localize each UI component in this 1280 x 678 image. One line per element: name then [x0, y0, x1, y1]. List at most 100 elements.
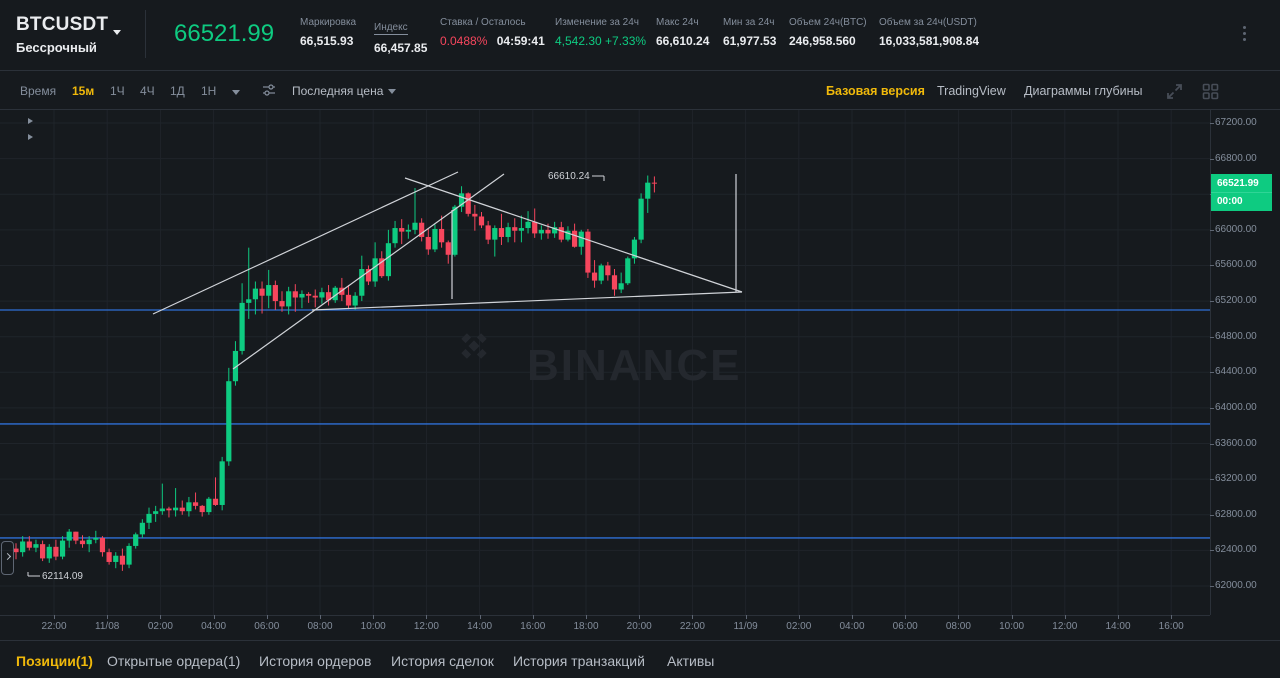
- tab-positions[interactable]: Позиции(1): [16, 653, 93, 669]
- price-type-dropdown[interactable]: Последняя цена: [292, 84, 397, 98]
- candle: [266, 269, 272, 309]
- candle: [472, 204, 478, 231]
- candle: [412, 187, 418, 235]
- candle: [518, 215, 524, 243]
- time-tick-label: 04:00: [201, 621, 227, 632]
- price-tick-label: 62800.00: [1215, 508, 1257, 520]
- time-tick: [107, 615, 109, 619]
- time-tick-label: 06:00: [892, 621, 918, 632]
- symbol-selector[interactable]: BTCUSDT Бессрочный: [16, 14, 108, 55]
- price-tick-label: 65600.00: [1215, 259, 1257, 271]
- candle: [206, 496, 212, 515]
- price-tick-label: 63600.00: [1215, 437, 1257, 449]
- stat-value: 4,542.30 +7.33%: [555, 34, 647, 48]
- stat-label: Ставка / Осталось: [440, 17, 526, 28]
- candle: [179, 500, 185, 515]
- candle: [252, 281, 258, 315]
- candle: [405, 224, 411, 239]
- time-label[interactable]: Время: [20, 84, 57, 98]
- candles: [13, 175, 657, 571]
- time-axis-border: [0, 615, 1210, 616]
- interval-1w[interactable]: 1Н: [201, 84, 217, 98]
- interval-1d[interactable]: 1Д: [170, 84, 185, 98]
- current-price: 66521.99: [1217, 178, 1259, 189]
- stat-value: 66,457.85: [374, 41, 428, 55]
- price-tick: [1210, 301, 1214, 303]
- symbol-dropdown-caret-icon[interactable]: [113, 30, 121, 35]
- triangle-lower-line: [311, 291, 743, 311]
- channel-upper-line: [152, 171, 459, 315]
- price-tick: [1210, 514, 1214, 516]
- stat-label[interactable]: Индекс: [374, 22, 408, 35]
- layout-button[interactable]: [1202, 83, 1219, 103]
- view-tradingview[interactable]: TradingView: [937, 84, 1006, 98]
- stat-value: 16,033,581,908.84: [879, 34, 980, 48]
- view-basic[interactable]: Базовая версия: [826, 84, 925, 98]
- candle: [173, 488, 179, 517]
- indicator-settings-button[interactable]: [262, 83, 276, 100]
- price-tick: [1210, 586, 1214, 587]
- candle: [139, 519, 145, 538]
- tab-open-orders[interactable]: Открытые ордера(1): [107, 653, 241, 669]
- fullscreen-button[interactable]: [1166, 83, 1183, 103]
- time-tick-label: 10:00: [360, 621, 386, 632]
- last-price: 66521.99: [174, 20, 275, 47]
- candle: [452, 204, 458, 257]
- stat-index-price[interactable]: Индекс 66,457.85: [374, 17, 427, 55]
- candle: [492, 225, 498, 257]
- price-tick-label: 67200.00: [1215, 117, 1257, 128]
- candle: [126, 543, 132, 569]
- candle: [46, 544, 52, 563]
- time-tick-label: 11/08: [95, 621, 120, 632]
- tab-assets[interactable]: Активы: [667, 653, 715, 669]
- candle: [146, 507, 152, 530]
- collapse-indicator-icon[interactable]: [28, 118, 33, 124]
- interval-15m[interactable]: 15м: [72, 84, 95, 98]
- candle: [645, 175, 651, 213]
- candle: [312, 289, 318, 308]
- candle: [432, 224, 438, 253]
- price-tick-label: 62400.00: [1215, 544, 1257, 556]
- view-depth-chart[interactable]: Диаграммы глубины: [1024, 84, 1143, 98]
- tab-order-history[interactable]: История ордеров: [259, 653, 372, 669]
- time-tick: [1171, 615, 1173, 619]
- candle: [153, 505, 159, 522]
- scroll-left-button[interactable]: [1, 541, 14, 575]
- time-tick: [1064, 615, 1066, 619]
- candle: [166, 506, 172, 518]
- candle: [53, 539, 59, 561]
- candle: [292, 284, 298, 312]
- tab-trade-history[interactable]: История сделок: [391, 653, 494, 669]
- more-options-icon[interactable]: [1243, 26, 1247, 42]
- more-intervals-button[interactable]: [232, 85, 240, 99]
- price-tick: [1210, 123, 1214, 124]
- candle: [345, 285, 352, 310]
- chart-toolbar: Время 15м 1Ч 4Ч 1Д 1Н Последняя цена Баз…: [0, 72, 1280, 110]
- interval-1h[interactable]: 1Ч: [110, 84, 125, 98]
- candle: [20, 536, 26, 557]
- time-tick-label: 22:00: [679, 621, 705, 632]
- chevron-right-icon: [3, 552, 12, 561]
- stat-label: Объем за 24ч(USDT): [879, 17, 977, 28]
- chart-canvas[interactable]: BINANCE 66610.24 62114.09: [0, 110, 1210, 615]
- time-tick: [213, 615, 215, 619]
- triangle-upper-line: [404, 177, 743, 293]
- candle: [325, 285, 332, 306]
- time-tick: [479, 615, 481, 619]
- price-tick-label: 65200.00: [1215, 295, 1257, 307]
- candle: [625, 256, 631, 286]
- candle: [79, 535, 86, 548]
- interval-4h[interactable]: 4Ч: [140, 84, 155, 98]
- candle: [239, 283, 245, 355]
- price-tick-label: 63200.00: [1215, 473, 1257, 485]
- symbol-name[interactable]: BTCUSDT: [16, 14, 109, 35]
- candle: [591, 260, 598, 288]
- tab-transaction-history[interactable]: История транзакций: [513, 653, 645, 669]
- time-tick-label: 18:00: [573, 621, 599, 632]
- candle: [439, 215, 445, 248]
- account-tabs: Позиции(1) Открытые ордера(1) История ор…: [0, 640, 1280, 678]
- candle: [585, 228, 591, 278]
- collapse-indicator-icon[interactable]: [28, 134, 33, 140]
- candle: [392, 220, 398, 248]
- price-tick: [1210, 158, 1214, 160]
